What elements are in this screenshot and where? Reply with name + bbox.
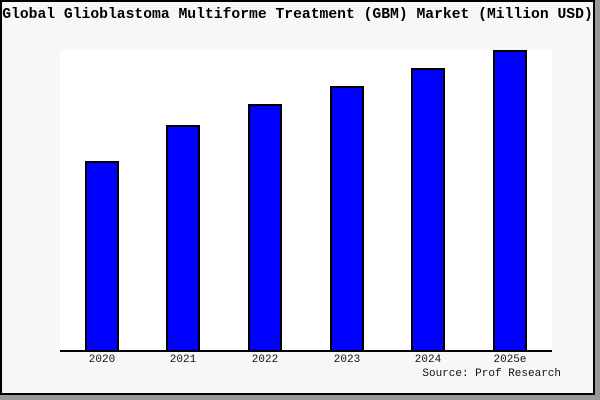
x-tick-label-2021: 2021 <box>169 354 197 366</box>
x-tick-label-2024: 2024 <box>414 354 442 366</box>
bar-2024 <box>411 68 445 350</box>
bar-2023 <box>330 86 364 350</box>
x-tick-label-2022: 2022 <box>251 354 279 366</box>
x-tick-label-2025e: 2025e <box>493 354 527 366</box>
bar-2022 <box>248 104 282 350</box>
x-tick-label-2020: 2020 <box>88 354 116 366</box>
bar-2020 <box>85 161 119 350</box>
plot-area: 2020 2021 2022 2023 2024 2025e <box>60 50 552 366</box>
bar-2021 <box>166 125 200 350</box>
chart-frame: Global Glioblastoma Multiforme Treatment… <box>0 0 595 395</box>
source-label: Source: Prof Research <box>422 368 561 380</box>
chart-title: Global Glioblastoma Multiforme Treatment… <box>2 7 593 23</box>
x-tick-label-2023: 2023 <box>333 354 361 366</box>
bar-2025e <box>493 50 527 350</box>
